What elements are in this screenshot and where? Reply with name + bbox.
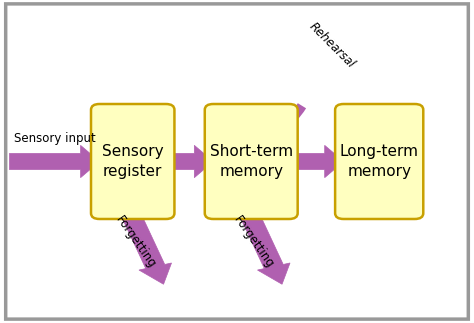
Text: Forgetting: Forgetting (113, 214, 158, 271)
Text: Rehearsal: Rehearsal (306, 20, 357, 71)
FancyBboxPatch shape (205, 104, 298, 219)
Text: Sensory input: Sensory input (14, 132, 96, 145)
FancyBboxPatch shape (335, 104, 423, 219)
Polygon shape (239, 211, 290, 284)
Text: Long-term
memory: Long-term memory (340, 144, 419, 179)
FancyBboxPatch shape (6, 4, 468, 319)
Polygon shape (289, 145, 344, 178)
Text: Forgetting: Forgetting (231, 214, 277, 271)
Text: Short-term
memory: Short-term memory (210, 144, 293, 179)
Text: Sensory
register: Sensory register (102, 144, 164, 179)
Polygon shape (121, 211, 172, 284)
Polygon shape (9, 145, 100, 178)
FancyBboxPatch shape (91, 104, 174, 219)
FancyArrowPatch shape (258, 103, 306, 128)
Polygon shape (166, 145, 213, 178)
